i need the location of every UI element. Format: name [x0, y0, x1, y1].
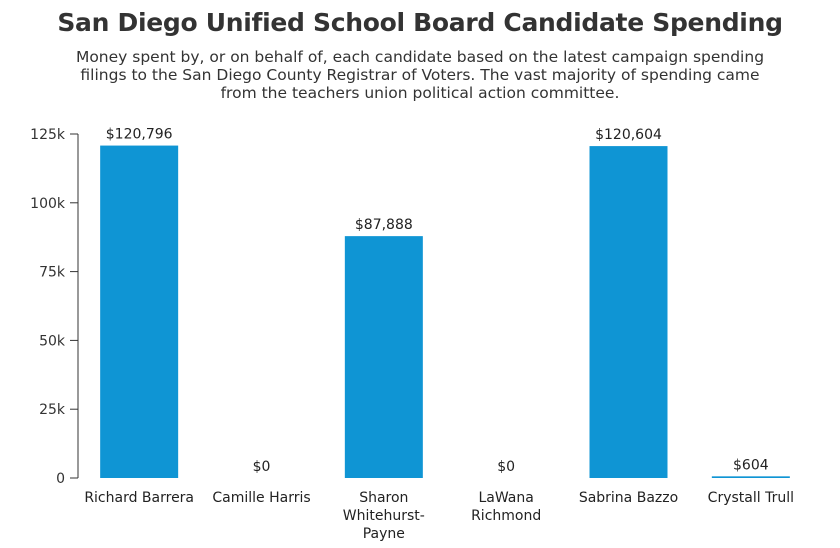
- x-tick-label-line: Sharon: [359, 490, 408, 506]
- bar-value-label: $0: [497, 459, 515, 475]
- bar-value-label: $87,888: [355, 217, 413, 233]
- y-tick-label: 0: [56, 471, 65, 487]
- x-tick-label: Crystall Trull: [708, 490, 794, 506]
- bar-value-label: $604: [733, 457, 769, 473]
- x-tick-label-line: LaWana: [478, 490, 533, 506]
- y-tick-label: 75k: [39, 265, 66, 281]
- x-tick-label-line: Sabrina Bazzo: [579, 490, 678, 506]
- bar-value-label: $120,796: [106, 127, 173, 143]
- chart-title: San Diego Unified School Board Candidate…: [57, 8, 783, 37]
- bar: [589, 146, 668, 479]
- bar-value-label: $120,604: [595, 127, 662, 143]
- x-tick-label: Sabrina Bazzo: [579, 490, 678, 506]
- x-tick-label-line: Whitehurst-: [343, 508, 425, 524]
- x-tick-label-line: Camille Harris: [212, 490, 310, 506]
- x-tick-label: Camille Harris: [212, 490, 310, 506]
- y-tick-label: 50k: [39, 333, 66, 349]
- x-tick-label: LaWana Richmond: [471, 490, 541, 524]
- x-tick-label: Richard Barrera: [84, 490, 194, 506]
- bar-value-label: $0: [253, 459, 271, 475]
- x-tick-label-line: Richmond: [471, 508, 541, 524]
- bar: [100, 145, 179, 479]
- y-tick-label: 100k: [30, 196, 66, 212]
- chart-subtitle: Money spent by, or on behalf of, each ca…: [75, 48, 765, 102]
- x-tick-label-line: Payne: [363, 526, 405, 542]
- x-tick-label-line: Richard Barrera: [84, 490, 194, 506]
- x-tick-label-line: Crystall Trull: [708, 490, 794, 506]
- y-tick-label: 125k: [30, 127, 66, 143]
- bar: [344, 236, 423, 478]
- x-tick-label: Sharon Whitehurst- Payne: [343, 490, 425, 542]
- y-tick-label: 25k: [39, 402, 66, 418]
- bar: [711, 476, 790, 478]
